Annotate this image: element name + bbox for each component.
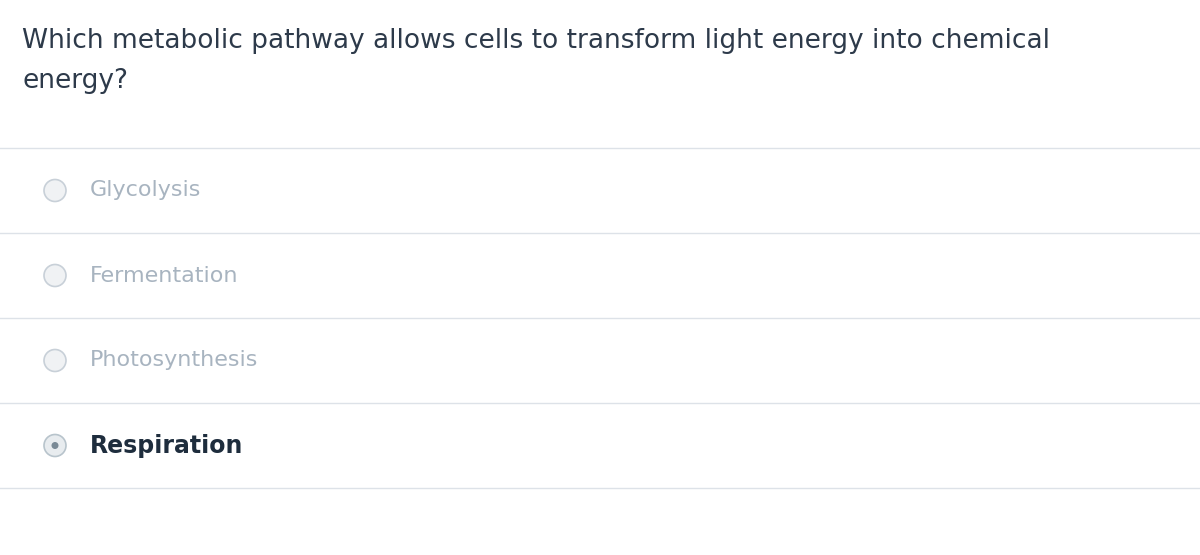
Text: Glycolysis: Glycolysis	[90, 180, 202, 200]
Circle shape	[44, 179, 66, 201]
Text: Photosynthesis: Photosynthesis	[90, 351, 258, 371]
Text: Respiration: Respiration	[90, 433, 244, 457]
Circle shape	[44, 265, 66, 286]
Circle shape	[52, 442, 59, 449]
Text: Fermentation: Fermentation	[90, 265, 239, 285]
Circle shape	[44, 350, 66, 371]
Circle shape	[44, 435, 66, 457]
Text: Which metabolic pathway allows cells to transform light energy into chemical: Which metabolic pathway allows cells to …	[22, 28, 1050, 54]
Text: energy?: energy?	[22, 68, 128, 94]
